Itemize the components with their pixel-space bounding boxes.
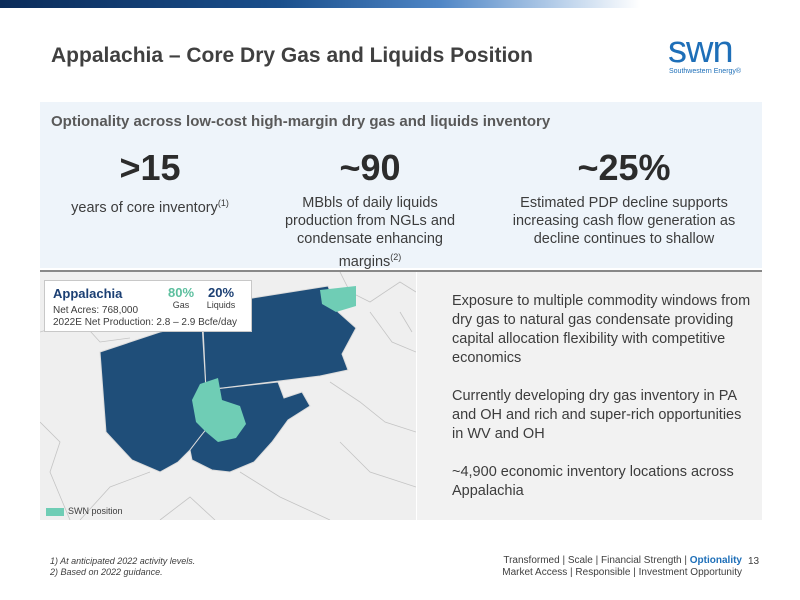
stat-value: >15 bbox=[119, 147, 181, 188]
gas-percent: 80% bbox=[167, 285, 195, 300]
stat-decline: ~25% Estimated PDP decline supports incr… bbox=[506, 148, 742, 248]
net-acres: Net Acres: 768,000 bbox=[53, 305, 139, 316]
footnotes: 1) At anticipated 2022 activity levels. … bbox=[50, 556, 195, 578]
right-panel bbox=[417, 272, 762, 520]
stat-inventory: >15 years of core inventory(1) bbox=[70, 148, 230, 217]
net-production: 2022E Net Production: 2.8 – 2.9 Bcfe/day bbox=[53, 317, 238, 328]
map-graphic bbox=[40, 272, 416, 520]
position-northeast bbox=[320, 286, 356, 312]
footer-nav-line-1: Transformed | Scale | Financial Strength… bbox=[503, 555, 742, 566]
info-title: Appalachia bbox=[53, 286, 123, 301]
stat-value: ~90 bbox=[339, 147, 401, 188]
gas-share: 80% Gas bbox=[165, 286, 197, 311]
appalachia-info-box: Appalachia Net Acres: 768,000 2022E Net … bbox=[44, 280, 252, 332]
stat-description: years of core inventory(1) bbox=[71, 198, 229, 216]
stat-value: ~25% bbox=[577, 147, 671, 188]
stat-description: MBbls of daily liquids production from N… bbox=[284, 195, 456, 270]
footnote-1: 1) At anticipated 2022 activity levels. bbox=[50, 556, 196, 566]
footer-nav-line-2: Market Access | Responsible | Investment… bbox=[502, 567, 742, 578]
logo-wordmark: swn bbox=[668, 29, 734, 71]
footer-nav: Transformed | Scale | Financial Strength… bbox=[470, 555, 742, 579]
right-text: Exposure to multiple commodity windows f… bbox=[452, 292, 752, 520]
paragraph-locations: ~4,900 economic inventory locations acro… bbox=[452, 464, 734, 499]
page-number: 13 bbox=[748, 556, 760, 567]
liquids-label: Liquids bbox=[206, 300, 236, 310]
legend-swatch bbox=[46, 508, 64, 516]
stat-description: Estimated PDP decline supports increasin… bbox=[512, 195, 736, 247]
top-accent-bar bbox=[0, 0, 800, 8]
swn-logo: swn Southwestern Energy® bbox=[660, 30, 765, 82]
section-divider bbox=[40, 270, 762, 272]
legend-label: SWN position bbox=[68, 506, 123, 516]
highlights-band bbox=[40, 102, 762, 268]
gas-label: Gas bbox=[172, 300, 190, 310]
band-subtitle: Optionality across low-cost high-margin … bbox=[51, 113, 551, 130]
stat-liquids: ~90 MBbls of daily liquids production fr… bbox=[278, 148, 462, 271]
liquids-share: 20% Liquids bbox=[203, 286, 239, 311]
footnote-2: 2) Based on 2022 guidance. bbox=[50, 567, 163, 577]
paragraph-developing: Currently developing dry gas inventory i… bbox=[452, 388, 742, 442]
footer-highlight: Optionality bbox=[689, 555, 742, 566]
paragraph-exposure: Exposure to multiple commodity windows f… bbox=[452, 293, 751, 366]
position-core bbox=[192, 378, 246, 442]
liquids-percent: 20% bbox=[207, 285, 235, 300]
logo-tagline: Southwestern Energy® bbox=[669, 68, 742, 75]
page-title: Appalachia – Core Dry Gas and Liquids Po… bbox=[51, 44, 533, 67]
